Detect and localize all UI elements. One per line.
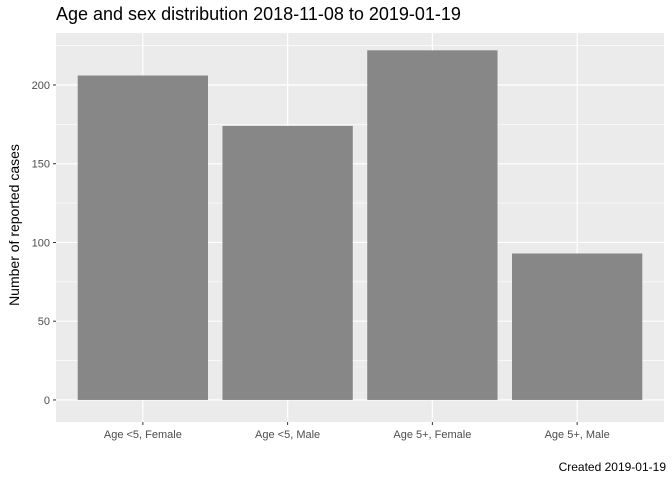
x-tick-label: Age 5+, Male bbox=[545, 429, 610, 441]
chart-caption: Created 2019-01-19 bbox=[558, 460, 666, 474]
y-tick-label: 0 bbox=[44, 395, 50, 407]
x-tick-label: Age 5+, Female bbox=[393, 429, 471, 441]
bar bbox=[222, 125, 353, 400]
y-tick-label: 50 bbox=[38, 316, 50, 328]
x-tick-label: Age <5, Male bbox=[255, 429, 320, 441]
x-tick-label: Age <5, Female bbox=[104, 429, 182, 441]
chart-title: Age and sex distribution 2018-11-08 to 2… bbox=[56, 4, 461, 24]
bar bbox=[512, 253, 643, 400]
bar bbox=[367, 50, 498, 400]
y-tick-label: 150 bbox=[32, 159, 50, 171]
bar bbox=[77, 75, 208, 400]
y-tick-label: 100 bbox=[32, 237, 50, 249]
y-tick-label: 200 bbox=[32, 80, 50, 92]
